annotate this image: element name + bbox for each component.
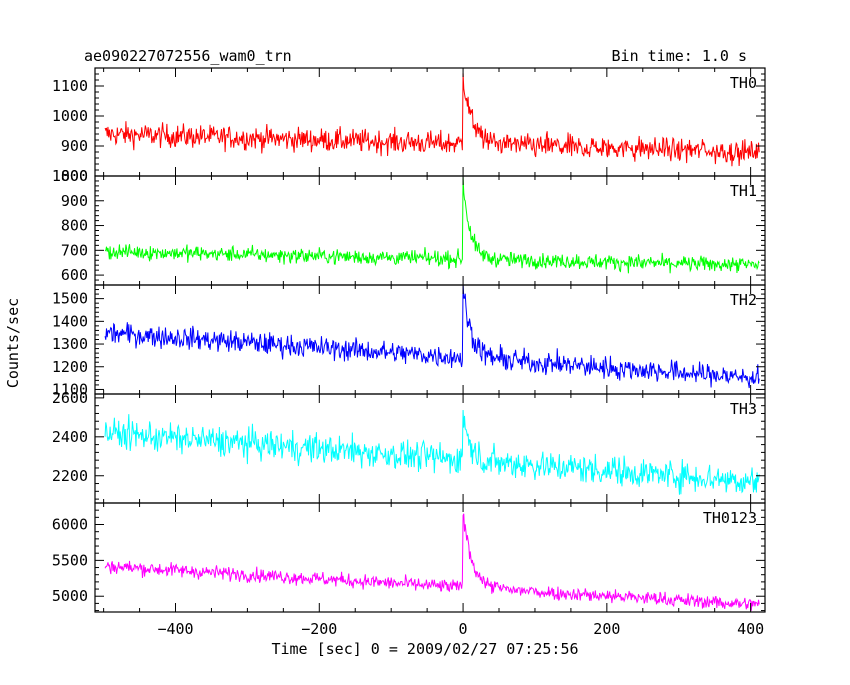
panel-th0123: 5000 5500 6000 TH0123 <box>52 502 766 613</box>
panel-label: TH1 <box>730 182 757 200</box>
y-tick-label: 900 <box>61 137 88 155</box>
chart-title-left: ae090227072556_wam0_trn <box>84 47 292 65</box>
y-tick-label: 800 <box>61 217 88 235</box>
y-axis-label: Counts/sec <box>4 298 22 388</box>
panel-th1: 600 700 800 900 1000 TH1 <box>52 167 766 286</box>
y-tick-label: 1300 <box>52 335 88 353</box>
y-tick-label: 1400 <box>52 312 88 330</box>
x-tick-label: 200 <box>593 620 620 638</box>
panel-th2: 1100 1200 1300 1400 1500 TH2 <box>52 284 766 398</box>
y-tick-label: 5500 <box>52 551 88 569</box>
y-tick-label: 1500 <box>52 290 88 308</box>
y-tick-label: 5000 <box>52 587 88 605</box>
y-tick-label: 1100 <box>52 380 88 398</box>
panel-frame <box>94 175 766 286</box>
y-tick-label: 6000 <box>52 516 88 534</box>
y-tick-label: 2600 <box>52 389 88 407</box>
panel-label: TH0123 <box>703 509 757 527</box>
x-tick-label: 400 <box>737 620 764 638</box>
x-tick-label: −200 <box>301 620 337 638</box>
x-axis-label: Time [sec] 0 = 2009/02/27 07:25:56 <box>271 640 578 658</box>
panel-frame <box>94 502 766 613</box>
panels-layer: 800 900 1000 1100 TH0 600 700 800 900 1000 TH1 1100… <box>52 67 766 638</box>
y-tick-label: 1000 <box>52 167 88 185</box>
panel-th0: 800 900 1000 1100 TH0 <box>52 67 766 185</box>
series-line-th2 <box>104 285 760 389</box>
panel-label: TH3 <box>730 400 757 418</box>
y-tick-label: 700 <box>61 241 88 259</box>
panel-label: TH0 <box>730 74 757 92</box>
y-tick-label: 1000 <box>52 107 88 125</box>
y-tick-label: 800 <box>61 167 88 185</box>
series-line-th1 <box>104 177 760 274</box>
chart-title-right: Bin time: 1.0 s <box>612 47 747 65</box>
y-tick-label: 900 <box>61 192 88 210</box>
x-tick-label: 0 <box>459 620 468 638</box>
series-line-th0 <box>104 73 760 167</box>
y-tick-label: 2200 <box>52 467 88 485</box>
panel-frame <box>94 393 766 504</box>
y-tick-label: 1100 <box>52 77 88 95</box>
y-tick-label: 1200 <box>52 358 88 376</box>
panel-frame <box>94 67 766 177</box>
y-tick-label: 600 <box>61 266 88 284</box>
series-line-th3 <box>104 410 760 495</box>
x-tick-label: −400 <box>157 620 193 638</box>
panel-label: TH2 <box>730 291 757 309</box>
y-tick-label: 2400 <box>52 428 88 446</box>
series-line-th0123 <box>104 513 760 611</box>
panel-th3: 2200 2400 2600 TH3 <box>52 389 766 504</box>
